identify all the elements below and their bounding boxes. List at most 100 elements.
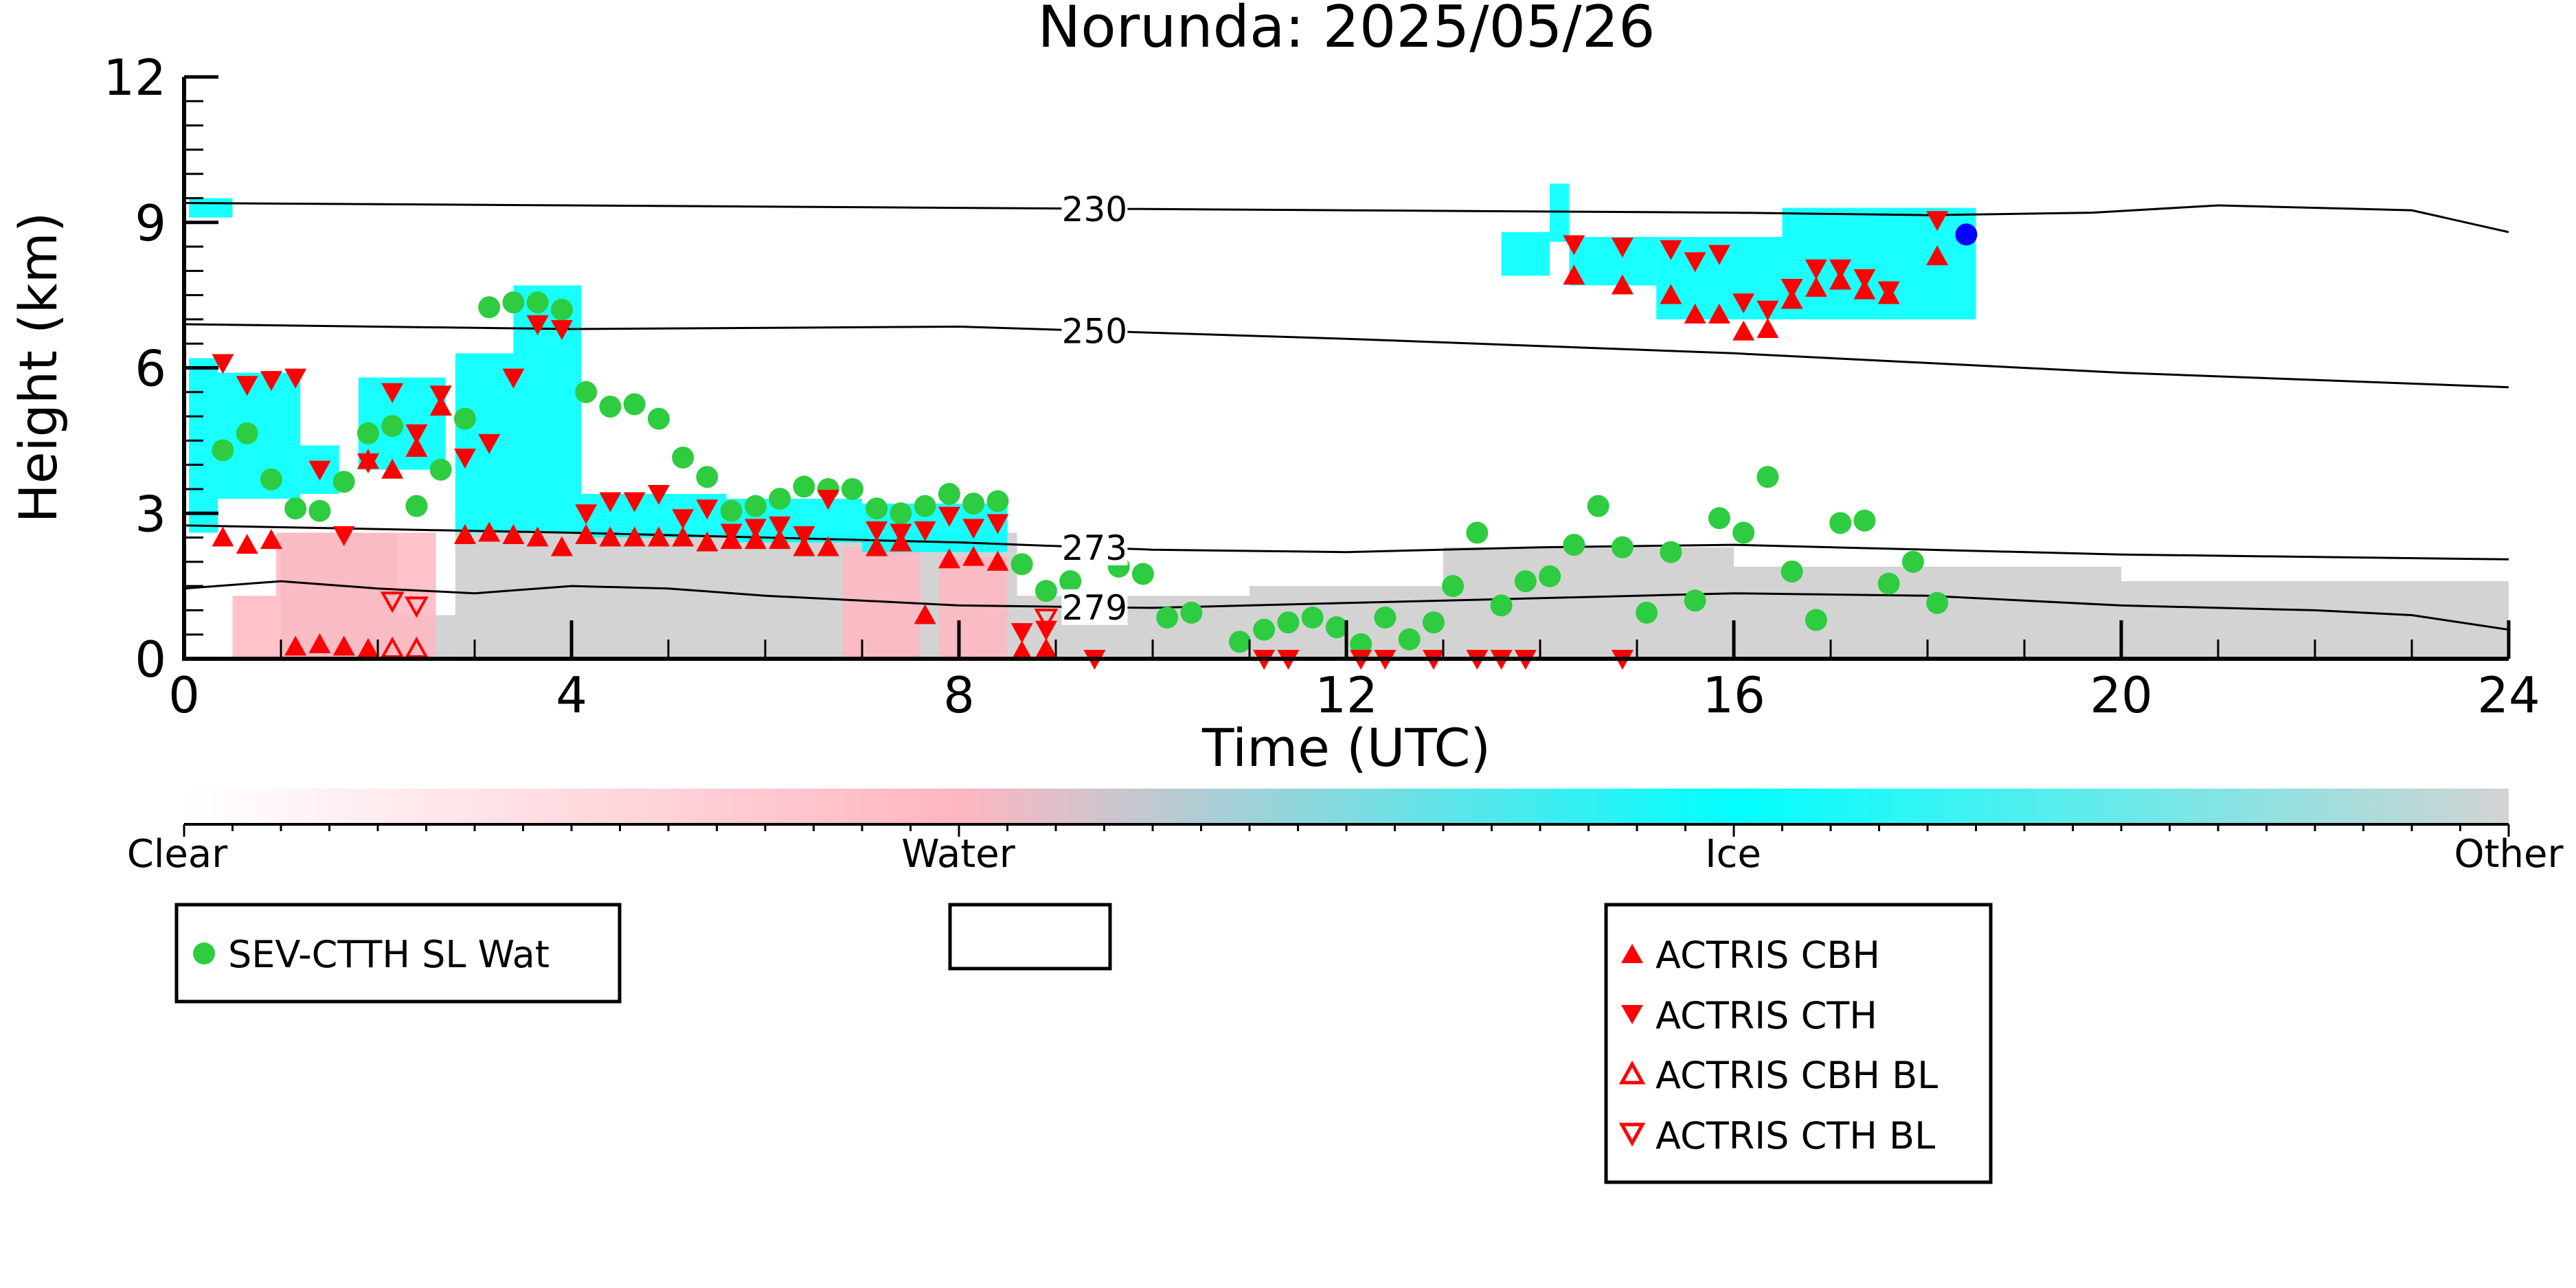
marker-triangle-down-open-179 [380,591,405,613]
isotherm-line-250 [184,323,2509,389]
isotherm-label-bg [1061,589,1128,625]
marker-triangle-down-166 [1684,252,1706,273]
marker-circle-4 [308,499,331,522]
legend-label-cth: ACTRIS CTH [1656,994,1877,1037]
marker-circle-16 [599,395,622,418]
marker-circle-31 [962,493,985,515]
marker-circle-1 [236,422,258,444]
marker-triangle-down-129 [429,385,452,406]
marker-circle-44 [1301,607,1324,629]
marker-circle-63 [1756,466,1779,488]
marker-circle-12 [502,291,525,314]
marker-triangle-up-74 [260,529,282,550]
marker-triangle-up-87 [550,536,573,556]
marker-circle-57 [1611,536,1634,558]
x-tick-label-8: 8 [943,666,975,724]
marker-triangle-down-171 [1805,259,1827,280]
x-tick-label-20: 20 [2090,666,2153,724]
marker-circle-65 [1805,609,1827,631]
marker-triangle-down-125 [332,526,355,547]
marker-circle-45 [1325,616,1348,639]
marker-circle-7 [381,415,404,438]
marker-triangle-up-99 [866,536,888,556]
marker-triangle-up-97 [793,536,815,556]
marker-circle-47 [1374,607,1397,629]
marker-circle-49 [1422,611,1445,634]
x-tick-label-12: 12 [1315,666,1378,724]
marker-triangle-up-90 [623,526,646,547]
x-tick-label-0: 0 [168,666,200,724]
marker-triangle-up-88 [575,524,598,545]
marker-circle-67 [1853,509,1876,532]
marker-triangle-down-170 [1781,279,1803,300]
marker-circle-21 [720,499,743,522]
marker-triangle-down-132 [502,368,525,389]
legend-marker-cth-bl [1618,1122,1646,1147]
marker-triangle-up-116 [1829,269,1852,290]
marker-triangle-up-101 [914,604,936,624]
marker-circle-53 [1514,570,1537,593]
legend-label-sev: SEV-CTTH SL Wat [228,933,550,976]
marker-triangle-up-open-178 [404,636,429,658]
marker-triangle-up-77 [332,635,355,656]
water-cloud-region [939,556,1008,659]
marker-triangle-up-93 [696,531,719,552]
marker-triangle-up-82 [429,395,452,416]
ice-cloud-region [218,372,301,499]
marker-circle-68 [1877,572,1900,595]
water-cloud-region [232,596,276,659]
marker-triangle-up-78 [357,637,379,658]
marker-circle-5 [332,471,355,493]
marker-triangle-down-168 [1732,293,1755,314]
marker-triangle-down-140 [696,499,719,520]
marker-triangle-up-111 [1708,303,1730,324]
ice-cloud-region [1501,231,1550,276]
marker-triangle-up-115 [1805,277,1827,297]
marker-triangle-up-89 [599,526,622,547]
x-tick-label-24: 24 [2477,666,2540,724]
marker-triangle-down-144 [793,526,815,547]
marker-triangle-up-102 [938,548,960,569]
marker-triangle-down-134 [550,320,573,341]
marker-triangle-down-143 [769,516,791,536]
marker-triangle-down-165 [1660,240,1682,260]
legend-left: SEV-CTTH SL Wat [174,903,622,1004]
marker-triangle-up-107 [1563,264,1585,285]
isotherm-label-273: 273 [1062,528,1127,568]
marker-circle-58 [1636,601,1658,624]
marker-circle-14 [550,298,573,321]
marker-circle-60 [1684,589,1706,612]
legend-label-cbh-bl: ACTRIS CBH BL [1656,1054,1938,1097]
marker-triangle-up-119 [1926,245,1949,266]
marker-circle-8 [405,495,428,517]
marker-triangle-up-80 [381,458,404,479]
marker-circle-48 [1398,628,1421,651]
y-tick-label-12: 12 [103,49,166,106]
marker-triangle-down-146 [866,521,888,541]
marker-triangle-up-86 [526,526,549,547]
marker-circle-39 [1156,607,1179,629]
colorbar-label-other: Other [2454,832,2564,877]
marker-circle-22 [744,495,767,517]
plot-axes: 0 3 6 9 12 0 4 8 12 16 20 24 [103,49,2540,724]
isotherm-label-bg [1061,190,1128,227]
marker-circle-35 [1059,570,1082,593]
other-cloud-region [455,532,1017,659]
marker-triangle-up-95 [744,529,767,550]
marker-circle-26 [841,477,863,500]
legend-marker-cth [1621,1005,1643,1024]
marker-triangle-up-117 [1853,279,1876,300]
marker-triangle-up-81 [405,436,428,457]
marker-triangle-down-133 [526,315,549,335]
legend-label-cbh: ACTRIS CBH [1656,934,1880,977]
marker-triangle-up-96 [769,529,791,550]
marker-triangle-up-91 [647,526,670,547]
y-tick-label-6: 6 [135,340,166,398]
marker-circle-71 [1955,223,1978,246]
legend-marker-cbh-bl [1618,1060,1646,1085]
marker-triangle-down-131 [478,433,501,454]
y-tick-label-0: 0 [135,631,166,688]
marker-circle-70 [1926,591,1949,614]
colorbar-label-ice: Ice [1705,832,1761,877]
colorbar-gradient [184,789,2509,824]
